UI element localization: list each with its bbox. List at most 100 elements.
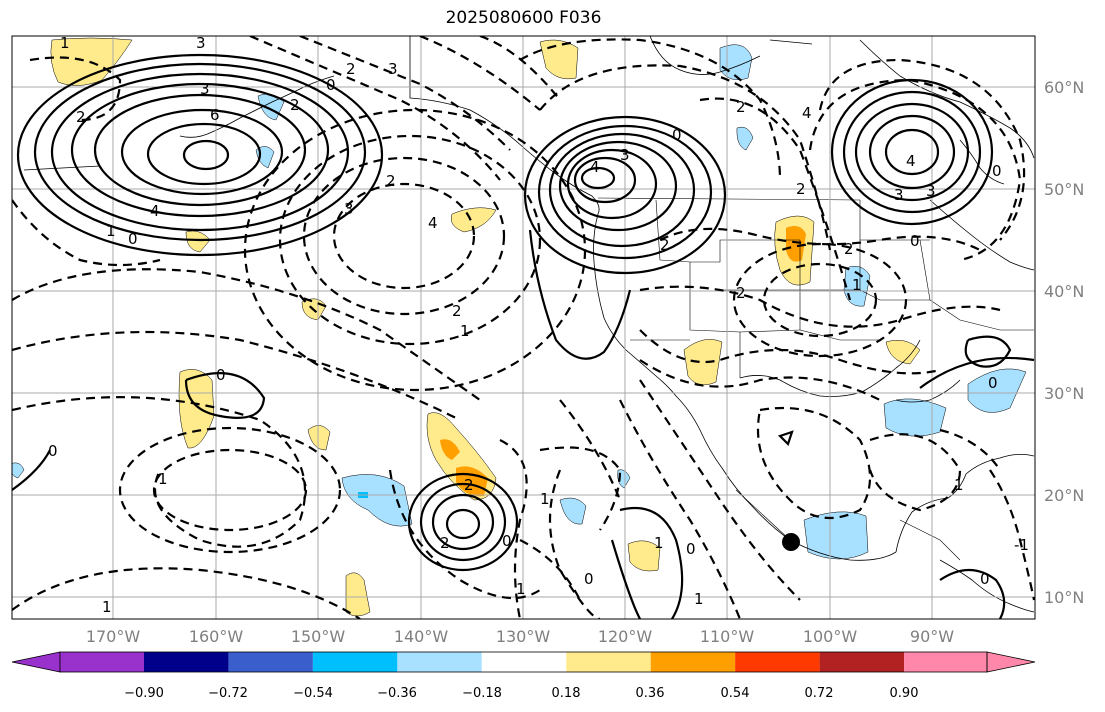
shade-pos	[885, 340, 921, 365]
lon-label: 110°W	[700, 627, 755, 646]
contour-label: 2	[386, 172, 396, 190]
colorbar-segment	[144, 652, 229, 672]
contour-label: 0	[584, 570, 594, 588]
colorbar-tick-label: −0.18	[462, 686, 502, 701]
colorbar-segment	[566, 652, 651, 672]
contour-label: 3	[200, 80, 210, 98]
lat-label: 20°N	[1044, 486, 1084, 505]
contour-label: 2	[796, 180, 806, 198]
latitude-labels: 60°N 50°N 40°N 30°N 20°N 10°N	[1044, 78, 1084, 607]
contour-label: 2	[736, 284, 746, 302]
chart-title: 2025080600 F036	[445, 8, 602, 28]
contour-label: 4	[590, 158, 600, 176]
contour-label: 0	[992, 162, 1002, 180]
contour-label: 2	[290, 96, 300, 114]
contour-label: 1	[106, 222, 116, 240]
contour-label: -1	[1014, 536, 1029, 554]
longitude-labels: 170°W 160°W 150°W 140°W 130°W 120°W 110°…	[86, 627, 954, 646]
shade-pos	[345, 572, 371, 617]
colorbar-tick-label: 0.90	[890, 686, 919, 701]
contour-label: 0	[502, 532, 512, 550]
shade-pos2	[786, 226, 806, 262]
contour-label: 1	[158, 470, 168, 488]
lat-label: 30°N	[1044, 384, 1084, 403]
contour-label: 2	[346, 60, 356, 78]
contour-label: 4	[906, 152, 916, 170]
colorbar-segment	[60, 652, 144, 672]
colorbar-outline	[59, 651, 988, 673]
contour-label: 2	[736, 98, 746, 116]
colorbar	[11, 651, 1036, 673]
contour-label: 0	[128, 230, 138, 248]
contour-label: 0	[672, 126, 682, 144]
colorbar-segment	[819, 652, 905, 672]
contour-label: 3	[894, 186, 904, 204]
shade-neg	[341, 474, 413, 527]
colorbar-extend-high	[986, 651, 1036, 673]
contour-label: 1	[852, 276, 862, 294]
lon-label: 160°W	[189, 627, 244, 646]
lon-label: 170°W	[86, 627, 141, 646]
colorbar-segment	[228, 652, 313, 672]
colorbar-segment	[312, 652, 398, 672]
contour-labels: 1 3 3 2 2 6 0 2 3 4 1 0 3 4 2 0 3 4 2 2 …	[48, 34, 1029, 616]
contour-label: 3	[620, 146, 630, 164]
contour-label: 1	[460, 322, 470, 340]
lon-label: 90°W	[910, 627, 954, 646]
contour-label: 0	[980, 570, 990, 588]
shade-neg	[967, 368, 1027, 413]
contour-label: 0	[48, 442, 58, 460]
shaded-regions	[12, 37, 1027, 617]
colorbar-tick-label: 0.72	[805, 686, 834, 701]
contour-label: 0	[686, 540, 696, 558]
shade-pos	[539, 39, 579, 80]
contour-label: 0	[216, 366, 226, 384]
shade-neg	[843, 266, 871, 307]
shade-pos	[185, 230, 211, 253]
colorbar-segment	[397, 652, 482, 672]
contour-label: 4	[150, 202, 160, 220]
contour-label: 4	[428, 214, 438, 232]
contour-label: 1	[60, 34, 70, 52]
contour-label: 3	[926, 182, 936, 200]
contour-label: 0	[988, 374, 998, 392]
shade-pos	[451, 207, 497, 233]
contour-label: 2	[452, 302, 462, 320]
contour-label: 2	[660, 236, 670, 254]
contour-label: 1	[540, 490, 550, 508]
contour-label: 2	[440, 534, 450, 552]
contour-label: 4	[802, 104, 812, 122]
political-borders	[597, 197, 1034, 561]
colorbar-tick-label: −0.54	[293, 686, 333, 701]
colorbar-tick-label: −0.72	[208, 686, 248, 701]
shade-pos	[683, 339, 723, 386]
shade-neg	[736, 126, 754, 151]
colorbar-tick-label: 0.18	[552, 686, 581, 701]
colorbar-segment	[735, 652, 820, 672]
shade-neg	[883, 398, 947, 437]
contour-label: 2	[464, 476, 474, 494]
shade-neg	[559, 497, 587, 525]
shade-pos	[307, 425, 331, 451]
colorbar-tick-label: 0.36	[636, 686, 665, 701]
colorbar-tick-label: −0.36	[377, 686, 417, 701]
colorbar-segment	[481, 652, 567, 672]
contour-label: 6	[210, 106, 220, 124]
shade-neg	[12, 462, 25, 479]
contour-label: 1	[516, 580, 526, 598]
colorbar-ticks: −0.90 −0.72 −0.54 −0.36 −0.18 0.18 0.36 …	[124, 686, 918, 701]
contour-label: 2	[844, 240, 854, 258]
contour-label: 1	[654, 534, 664, 552]
colorbar-extend-low	[11, 651, 61, 673]
lat-label: 50°N	[1044, 180, 1084, 199]
contour-label: 1	[102, 598, 112, 616]
lon-label: 140°W	[394, 627, 449, 646]
contour-label: 3	[344, 200, 354, 218]
location-marker	[782, 533, 800, 551]
colorbar-segment	[904, 652, 987, 672]
colorbar-tick-label: −0.90	[124, 686, 164, 701]
lon-label: 150°W	[291, 627, 346, 646]
shade-neg	[803, 511, 869, 560]
solid-contours	[12, 53, 1035, 619]
